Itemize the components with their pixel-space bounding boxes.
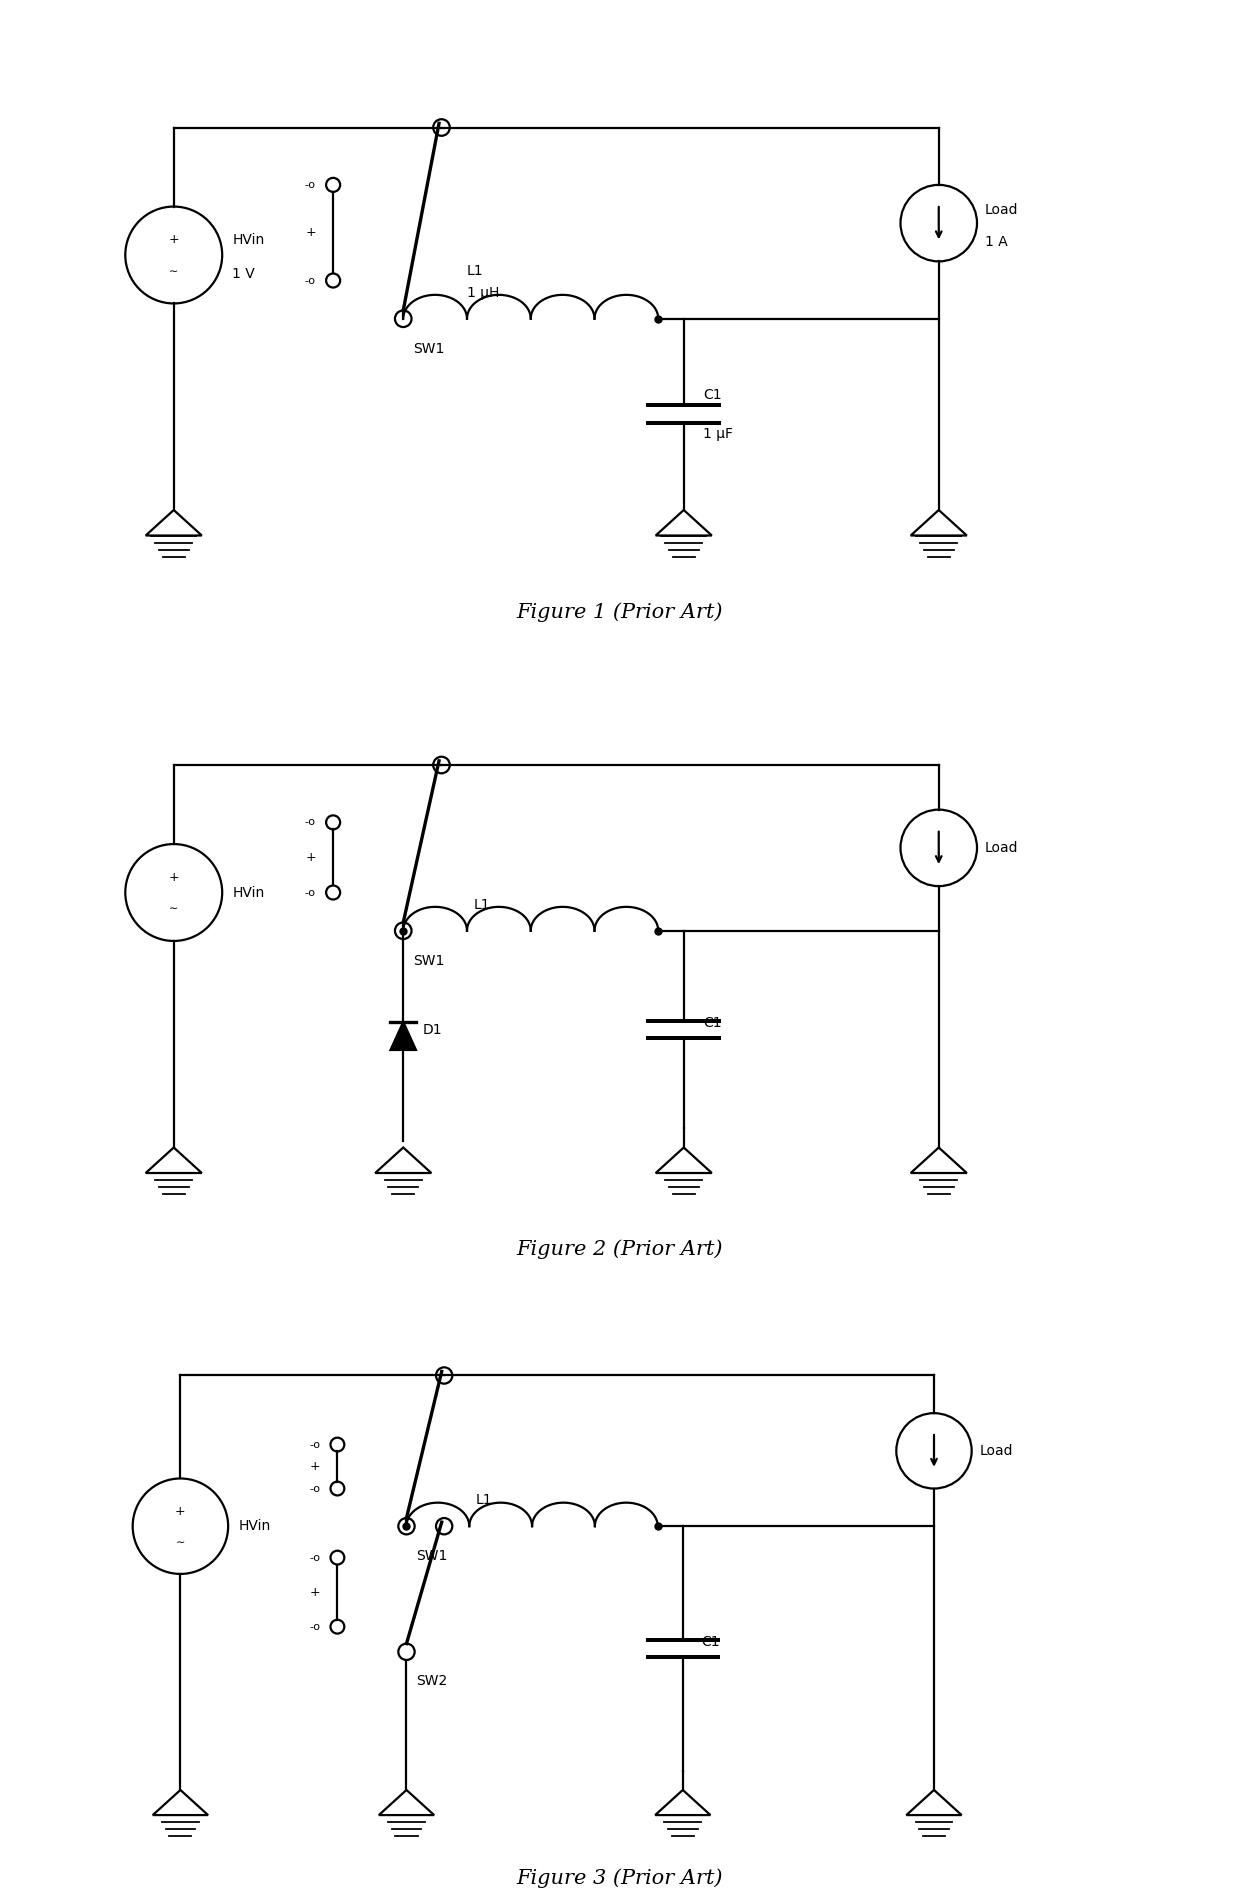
Text: ∼: ∼ — [169, 266, 179, 276]
Text: -o: -o — [310, 1553, 320, 1562]
Text: C1: C1 — [702, 1635, 720, 1648]
Text: 1 A: 1 A — [985, 236, 1007, 249]
Text: +: + — [169, 234, 179, 245]
Text: 1 V: 1 V — [232, 266, 255, 282]
Polygon shape — [391, 1022, 415, 1050]
Text: +: + — [175, 1505, 186, 1517]
Text: SW2: SW2 — [417, 1675, 448, 1688]
Text: +: + — [169, 872, 179, 883]
Text: Load: Load — [985, 841, 1018, 854]
Text: -o: -o — [310, 1484, 320, 1494]
Text: Load: Load — [985, 204, 1018, 217]
Text: Figure 3 (Prior Art): Figure 3 (Prior Art) — [517, 1869, 723, 1888]
Text: ∼: ∼ — [169, 904, 179, 913]
Text: HVin: HVin — [238, 1519, 270, 1534]
Text: Load: Load — [980, 1444, 1013, 1458]
Text: -o: -o — [305, 887, 316, 898]
Text: Figure 2 (Prior Art): Figure 2 (Prior Art) — [517, 1239, 723, 1260]
Text: C1: C1 — [703, 1016, 722, 1030]
Text: -o: -o — [305, 818, 316, 828]
Text: +: + — [310, 1460, 320, 1473]
Text: 1 μF: 1 μF — [703, 426, 733, 441]
Text: 1 μH: 1 μH — [467, 285, 500, 299]
Text: -o: -o — [310, 1621, 320, 1631]
Text: -o: -o — [305, 181, 316, 190]
Text: HVin: HVin — [232, 232, 264, 247]
Text: -o: -o — [310, 1439, 320, 1450]
Text: L1: L1 — [476, 1494, 492, 1507]
Text: HVin: HVin — [232, 885, 264, 900]
Text: ∼: ∼ — [176, 1538, 185, 1547]
Text: L1: L1 — [474, 898, 490, 912]
Text: +: + — [310, 1585, 320, 1599]
Text: Figure 1 (Prior Art): Figure 1 (Prior Art) — [517, 601, 723, 622]
Text: +: + — [305, 851, 316, 864]
Text: SW1: SW1 — [417, 1549, 448, 1562]
Text: D1: D1 — [423, 1022, 441, 1037]
Text: +: + — [305, 226, 316, 240]
Text: C1: C1 — [703, 388, 722, 402]
Text: SW1: SW1 — [413, 953, 445, 969]
Text: L1: L1 — [467, 265, 484, 278]
Text: -o: -o — [305, 276, 316, 285]
Text: SW1: SW1 — [413, 343, 445, 356]
